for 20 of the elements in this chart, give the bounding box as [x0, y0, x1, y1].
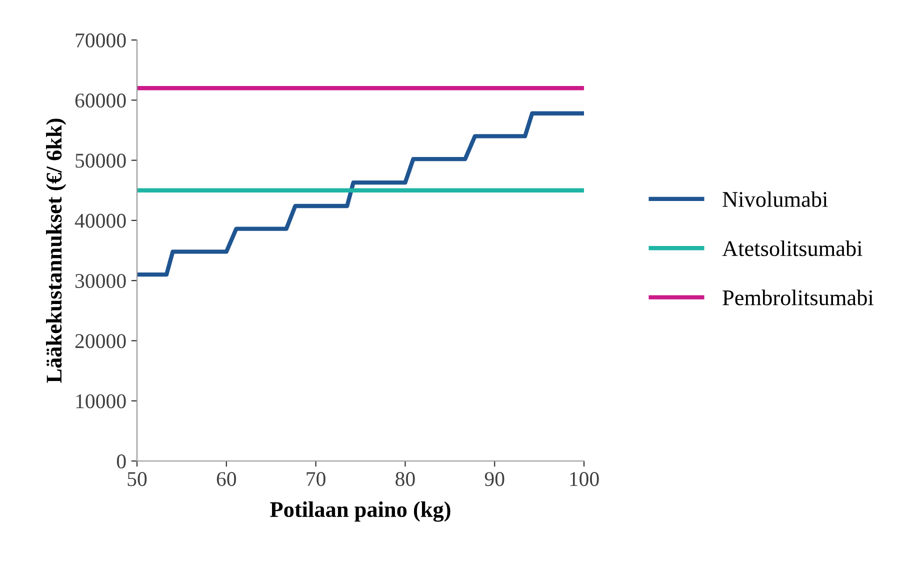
line-series	[137, 111, 584, 277]
x-tick-label: 70	[306, 472, 326, 486]
y-tick-label: 60000	[75, 94, 126, 108]
y-tick-label: 30000	[75, 274, 126, 288]
y-tick-label: 10000	[76, 394, 126, 408]
x-axis-title: Potilaan paino (kg)	[270, 501, 450, 522]
y-axis-title: Lääkekustannukset (€/ 6kk)	[46, 118, 66, 383]
y-tick-label: 0	[116, 454, 126, 468]
x-tick-label: 50	[128, 472, 147, 486]
legend-label: Atetsolitsumabi	[722, 240, 862, 256]
y-tick-label: 40000	[74, 214, 126, 228]
x-tick-label: 90	[484, 472, 504, 486]
x-tick-label: 60	[216, 472, 236, 486]
y-tick-label: 70000	[76, 33, 126, 48]
legend-label: Pembrolitsumabi	[722, 290, 874, 306]
y-tick-label: 20000	[75, 334, 126, 348]
x-tick-label: 80	[396, 472, 415, 486]
x-tick-label: 100	[570, 472, 599, 486]
legend-label: Nivolumabi	[722, 191, 828, 207]
y-tick-label: 50000	[76, 154, 126, 168]
